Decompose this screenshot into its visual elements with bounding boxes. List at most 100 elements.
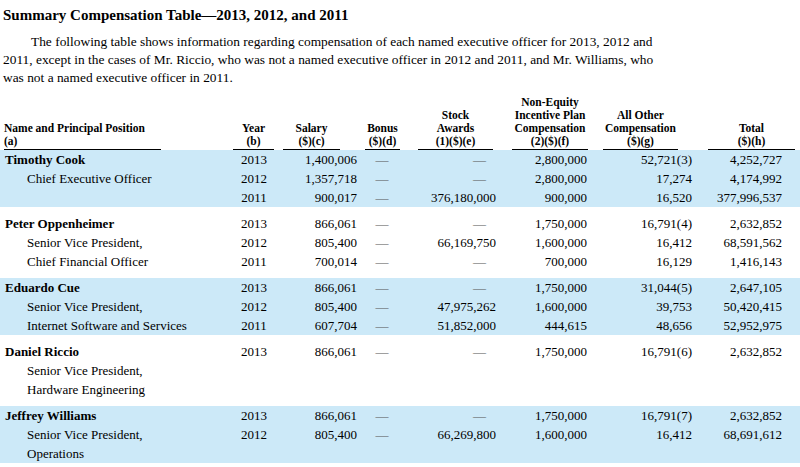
cell-name: Senior Vice President, xyxy=(0,297,232,316)
cell-neip-compensation: 1,750,000 xyxy=(498,406,595,425)
cell-bonus xyxy=(360,361,404,380)
cell-salary: 866,061 xyxy=(276,406,360,425)
cell-bonus: — xyxy=(360,425,404,444)
header-label: Non-Equity xyxy=(512,96,588,109)
cell-all-other-compensation: 16,791(4) xyxy=(595,214,700,233)
cell-all-other-compensation: 16,412 xyxy=(595,233,700,252)
cell-neip-compensation: 444,615 xyxy=(498,316,595,335)
cell-total xyxy=(700,444,800,463)
cell-neip-compensation: 2,800,000 xyxy=(498,169,595,188)
cell-total: 52,952,975 xyxy=(700,316,800,335)
cell-total: 1,416,143 xyxy=(700,252,800,271)
header-label: (2)($)(f) xyxy=(512,135,588,148)
cell-name: Timothy Cook xyxy=(0,150,232,169)
cell-name: Daniel Riccio xyxy=(0,342,232,361)
cell-year xyxy=(232,444,276,463)
table-row: Chief Executive Officer 2012 1,357,718 —… xyxy=(0,169,800,188)
cell-total: 4,174,992 xyxy=(700,169,800,188)
cell-stock-awards: — xyxy=(404,214,498,233)
table-row: Daniel Riccio 2013 866,061 — — 1,750,000… xyxy=(0,342,800,361)
cell-total: 4,252,727 xyxy=(700,150,800,169)
header-label: Stock xyxy=(418,109,493,122)
cell-bonus xyxy=(360,444,404,463)
header-row: Name and Principal Position (a) Year (b)… xyxy=(0,96,800,150)
cell-bonus: — xyxy=(360,316,404,335)
cell-salary: 700,014 xyxy=(276,252,360,271)
cell-year: 2013 xyxy=(232,342,276,361)
header-stock-awards: Stock Awards (1)($)(e) xyxy=(404,96,498,150)
cell-bonus xyxy=(360,380,404,399)
header-all-other-compensation: All Other Compensation ($)(g) xyxy=(595,96,700,150)
table-row: Jeffrey Williams 2013 866,061 — — 1,750,… xyxy=(0,406,800,425)
cell-all-other-compensation: 17,274 xyxy=(595,169,700,188)
cell-salary xyxy=(276,380,360,399)
header-label: Compensation xyxy=(603,122,678,135)
cell-neip-compensation: 2,800,000 xyxy=(498,150,595,169)
cell-total xyxy=(700,361,800,380)
cell-all-other-compensation xyxy=(595,380,700,399)
cell-total: 2,632,852 xyxy=(700,214,800,233)
header-label: Bonus xyxy=(365,122,400,135)
cell-all-other-compensation: 16,791(7) xyxy=(595,406,700,425)
cell-stock-awards: 51,852,000 xyxy=(404,316,498,335)
cell-name: Peter Oppenheimer xyxy=(0,214,232,233)
table-row: 2011 900,017 — 376,180,000 900,000 16,52… xyxy=(0,188,800,207)
cell-all-other-compensation: 16,791(6) xyxy=(595,342,700,361)
cell-all-other-compensation: 48,656 xyxy=(595,316,700,335)
table-header: Name and Principal Position (a) Year (b)… xyxy=(0,96,800,150)
header-total: Total ($)(h) xyxy=(700,96,800,150)
cell-total: 2,632,852 xyxy=(700,406,800,425)
table-row: Eduardo Cue 2013 866,061 — — 1,750,000 3… xyxy=(0,278,800,297)
cell-year: 2013 xyxy=(232,406,276,425)
cell-year: 2013 xyxy=(232,150,276,169)
header-bonus: Bonus ($)(d) xyxy=(360,96,404,150)
cell-year: 2011 xyxy=(232,188,276,207)
cell-salary: 805,400 xyxy=(276,233,360,252)
cell-all-other-compensation: 39,753 xyxy=(595,297,700,316)
cell-stock-awards xyxy=(404,361,498,380)
cell-neip-compensation: 1,600,000 xyxy=(498,425,595,444)
header-label: Incentive Plan xyxy=(512,109,588,122)
cell-total: 2,647,105 xyxy=(700,278,800,297)
header-label: Salary xyxy=(283,122,340,135)
cell-salary xyxy=(276,361,360,380)
cell-name: Chief Financial Officer xyxy=(0,252,232,271)
cell-all-other-compensation: 31,044(5) xyxy=(595,278,700,297)
cell-salary: 1,357,718 xyxy=(276,169,360,188)
cell-stock-awards: 66,269,800 xyxy=(404,425,498,444)
cell-year: 2012 xyxy=(232,169,276,188)
cell-all-other-compensation xyxy=(595,444,700,463)
header-label: Year xyxy=(233,122,274,135)
header-salary: Salary ($)(c) xyxy=(276,96,360,150)
cell-all-other-compensation: 16,412 xyxy=(595,425,700,444)
cell-all-other-compensation: 52,721(3) xyxy=(595,150,700,169)
table-row: Senior Vice President, xyxy=(0,361,800,380)
header-label: Total xyxy=(708,122,795,135)
cell-name: Senior Vice President, xyxy=(0,425,232,444)
officer-group-williams: Jeffrey Williams 2013 866,061 — — 1,750,… xyxy=(0,406,800,463)
table-row: Senior Vice President, 2012 805,400 — 66… xyxy=(0,233,800,252)
group-spacer xyxy=(0,207,800,214)
header-label: (1)($)(e) xyxy=(418,135,493,148)
cell-neip-compensation xyxy=(498,444,595,463)
cell-name: Operations xyxy=(0,444,232,463)
cell-stock-awards: — xyxy=(404,342,498,361)
cell-salary: 805,400 xyxy=(276,297,360,316)
cell-stock-awards: 66,169,750 xyxy=(404,233,498,252)
header-year: Year (b) xyxy=(232,96,276,150)
header-label: All Other xyxy=(603,109,678,122)
header-label: Name and Principal Position xyxy=(4,122,232,135)
intro-line: was not a named executive officer in 201… xyxy=(3,69,798,87)
cell-total: 377,996,537 xyxy=(700,188,800,207)
header-non-equity-incentive-plan-compensation: Non-Equity Incentive Plan Compensation (… xyxy=(498,96,595,150)
cell-name xyxy=(0,188,232,207)
cell-total: 68,691,612 xyxy=(700,425,800,444)
cell-year: 2012 xyxy=(232,233,276,252)
cell-salary: 805,400 xyxy=(276,425,360,444)
cell-neip-compensation: 1,750,000 xyxy=(498,278,595,297)
cell-name: Senior Vice President, xyxy=(0,233,232,252)
cell-name: Chief Executive Officer xyxy=(0,169,232,188)
cell-year: 2013 xyxy=(232,278,276,297)
header-label: (b) xyxy=(233,135,274,148)
cell-bonus: — xyxy=(360,214,404,233)
